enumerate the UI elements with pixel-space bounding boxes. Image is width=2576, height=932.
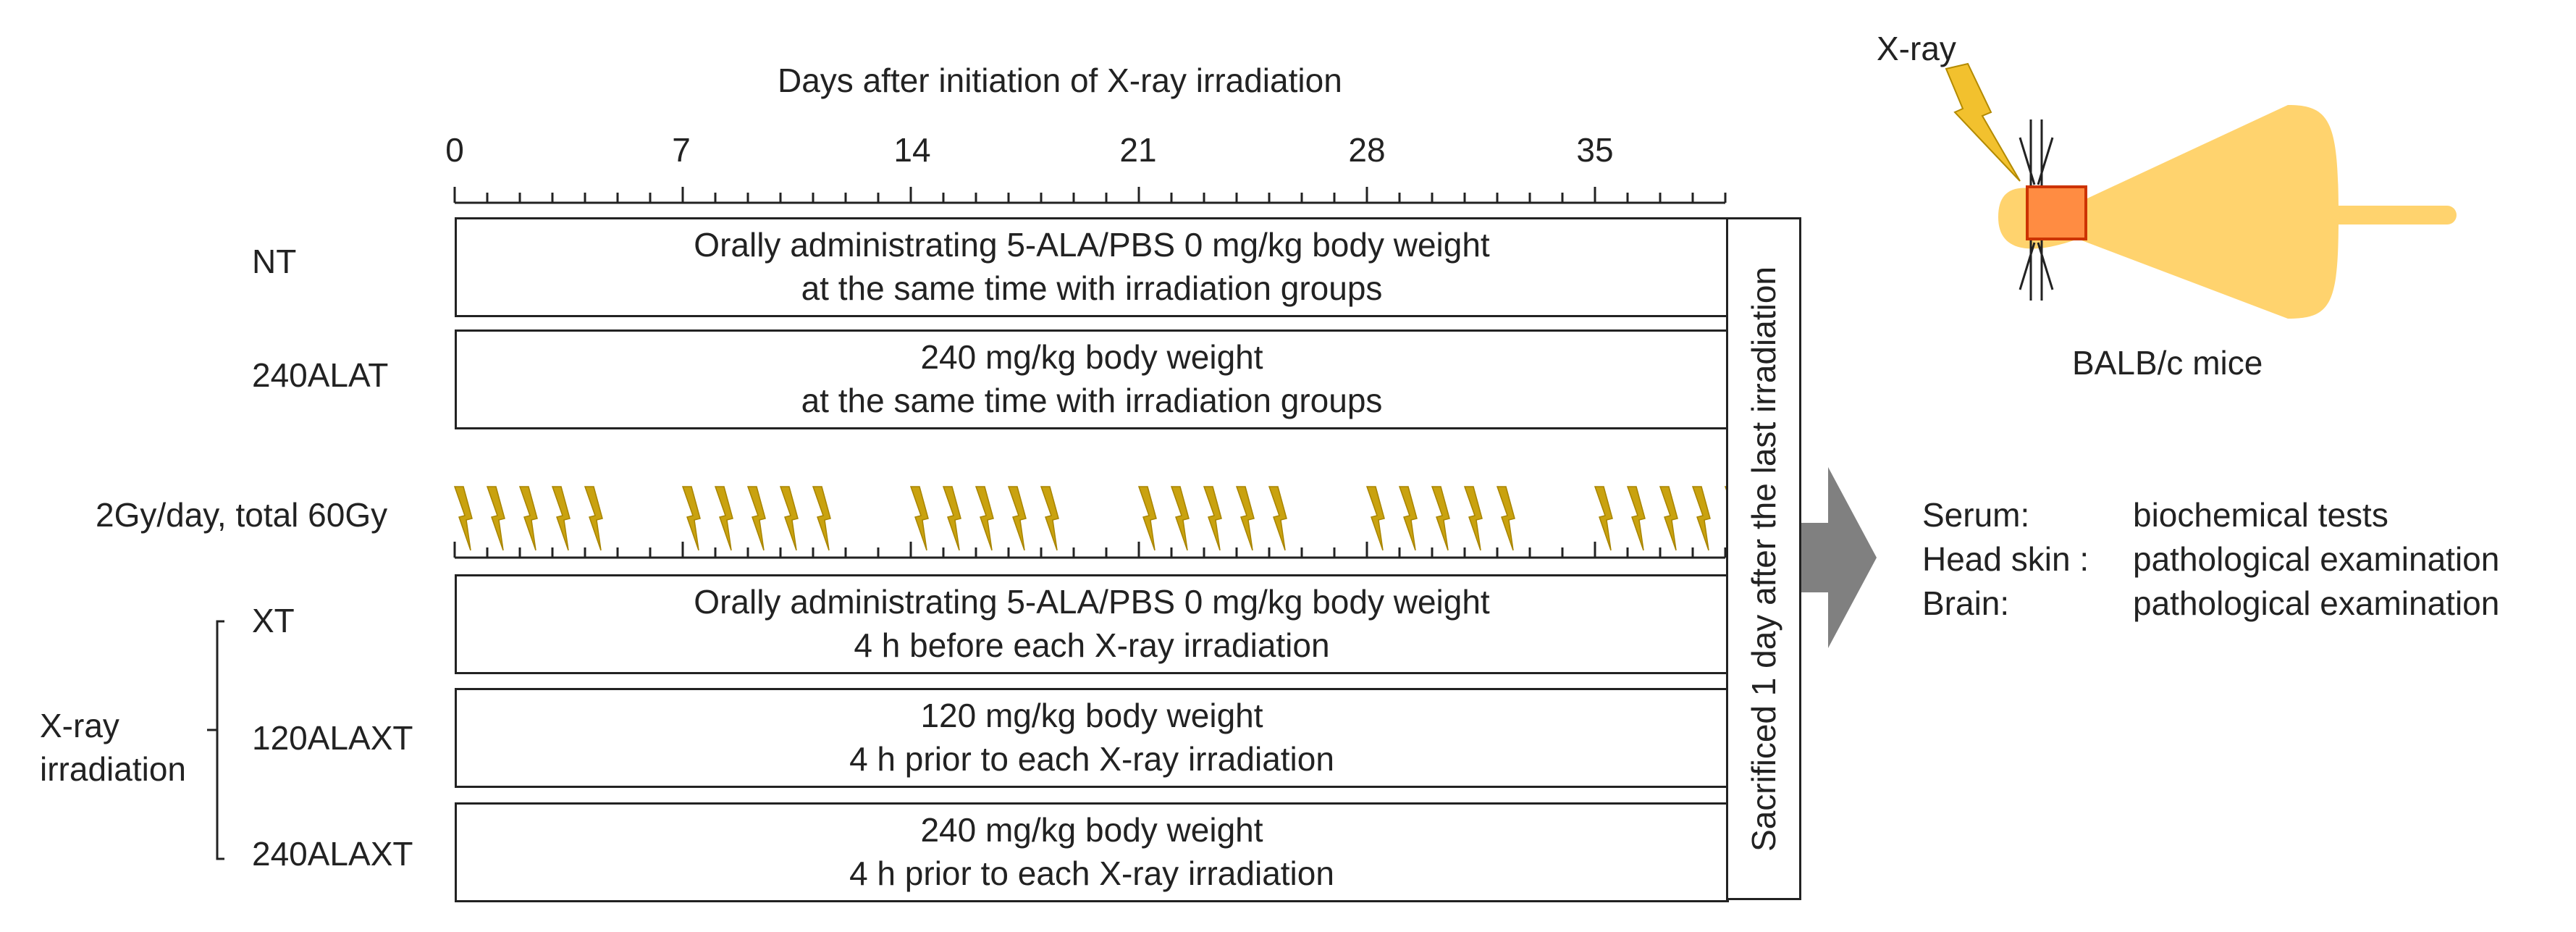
irradiation-bolt-icon <box>1365 486 1385 551</box>
tick-label: 7 <box>672 131 691 169</box>
outcome-test: biochemical tests <box>2133 496 2388 534</box>
group-label-NT: NT <box>252 243 297 280</box>
irradiation-bolt-icon <box>1626 486 1646 551</box>
sacrifice-box: Sacrificed 1 day after the last irradiat… <box>1726 217 1801 900</box>
irradiation-bolt-icon <box>1691 486 1711 551</box>
group-box-line2: at the same time with irradiation groups <box>801 382 1383 419</box>
irradiation-bolt-icon <box>681 486 701 551</box>
irradiation-bolt-icon <box>453 486 473 551</box>
group-box-120ALAXT: 120 mg/kg body weight 4 h prior to each … <box>455 688 1729 788</box>
bottom-ruler <box>453 542 1727 559</box>
axis-ruler <box>453 187 1727 204</box>
irradiation-bolt-icon <box>551 486 571 551</box>
irradiation-bolt-icon <box>1235 486 1255 551</box>
xray-bracket-label: X-ray irradiation <box>40 705 186 792</box>
xray-bracket-line2: irradiation <box>40 750 186 788</box>
irradiation-bolt-icon <box>1496 486 1515 551</box>
irradiation-bolt-icon <box>1594 486 1613 551</box>
tick-label: 0 <box>445 131 464 169</box>
irradiation-bolt-icon <box>942 486 961 551</box>
mouse-illustration <box>1945 62 2457 319</box>
outcome-sample: Head skin : <box>1922 540 2089 578</box>
irradiation-bolt-icon <box>1203 486 1222 551</box>
group-box-line2: 4 h before each X-ray irradiation <box>854 626 1330 664</box>
tick-label: 35 <box>1576 131 1614 169</box>
irradiation-bolts <box>453 486 1743 551</box>
irradiation-bolt-icon <box>779 486 799 551</box>
irradiation-bolt-icon <box>1398 486 1418 551</box>
xray-bracket-line1: X-ray <box>40 707 119 744</box>
irradiation-bolt-icon <box>584 486 603 551</box>
group-box-line1: 120 mg/kg body weight <box>920 697 1263 735</box>
tick-label: 28 <box>1348 131 1386 169</box>
group-box-NT: Orally administrating 5-ALA/PBS 0 mg/kg … <box>455 217 1729 317</box>
xray-label: X-ray <box>1877 30 1956 67</box>
tick-label: 14 <box>893 131 931 169</box>
outcome-sample: Brain: <box>1922 584 2010 622</box>
irradiation-bolt-icon <box>909 486 929 551</box>
outcome-test: pathological examination <box>2133 540 2500 578</box>
group-box-240ALAXT: 240 mg/kg body weight 4 h prior to each … <box>455 802 1729 902</box>
irradiation-bolt-icon <box>1463 486 1483 551</box>
group-label-XT: XT <box>252 602 295 639</box>
irradiation-label: 2Gy/day, total 60Gy <box>96 496 388 534</box>
proceed-arrow <box>1801 467 1877 648</box>
irradiation-bolt-icon <box>975 486 994 551</box>
tick-label: 21 <box>1119 131 1157 169</box>
irradiation-bolt-icon <box>1659 486 1678 551</box>
xray-bracket <box>207 620 224 860</box>
irradiation-bolt-icon <box>1040 486 1059 551</box>
irradiation-bolt-icon <box>486 486 505 551</box>
irradiation-bolt-icon <box>1137 486 1157 551</box>
group-box-line1: 240 mg/kg body weight <box>920 811 1263 849</box>
outcome-test: pathological examination <box>2133 584 2500 622</box>
group-label-240ALAT: 240ALAT <box>252 356 389 394</box>
irradiation-bolt-icon <box>1268 486 1287 551</box>
group-label-240ALAXT: 240ALAXT <box>252 835 413 873</box>
irradiation-bolt-icon <box>812 486 831 551</box>
irradiation-bolt-icon <box>1431 486 1450 551</box>
sacrifice-text: Sacrificed 1 day after the last irradiat… <box>1745 266 1782 852</box>
group-label-120ALAXT: 120ALAXT <box>252 719 413 757</box>
group-box-XT: Orally administrating 5-ALA/PBS 0 mg/kg … <box>455 574 1729 674</box>
group-box-line1: Orally administrating 5-ALA/PBS 0 mg/kg … <box>694 226 1490 264</box>
group-box-line2: 4 h prior to each X-ray irradiation <box>849 740 1334 778</box>
group-box-line1: 240 mg/kg body weight <box>920 338 1263 377</box>
mouse-body <box>1998 105 2339 319</box>
xray-bolt-icon <box>1945 62 2021 182</box>
irradiation-bolt-icon <box>746 486 766 551</box>
irradiation-bolt-icon <box>1007 486 1027 551</box>
group-box-line2: at the same time with irradiation groups <box>801 269 1383 307</box>
group-box-line2: 4 h prior to each X-ray irradiation <box>849 855 1334 892</box>
irradiation-target <box>2026 185 2087 240</box>
irradiation-bolt-icon <box>1170 486 1190 551</box>
group-box-240ALAT: 240 mg/kg body weight at the same time w… <box>455 329 1729 429</box>
group-box-line1: Orally administrating 5-ALA/PBS 0 mg/kg … <box>694 583 1490 621</box>
axis-title: Days after initiation of X-ray irradiati… <box>778 62 1342 99</box>
mouse-caption: BALB/c mice <box>2072 344 2263 382</box>
irradiation-bolt-icon <box>518 486 538 551</box>
irradiation-bolt-icon <box>714 486 733 551</box>
outcome-sample: Serum: <box>1922 496 2030 534</box>
